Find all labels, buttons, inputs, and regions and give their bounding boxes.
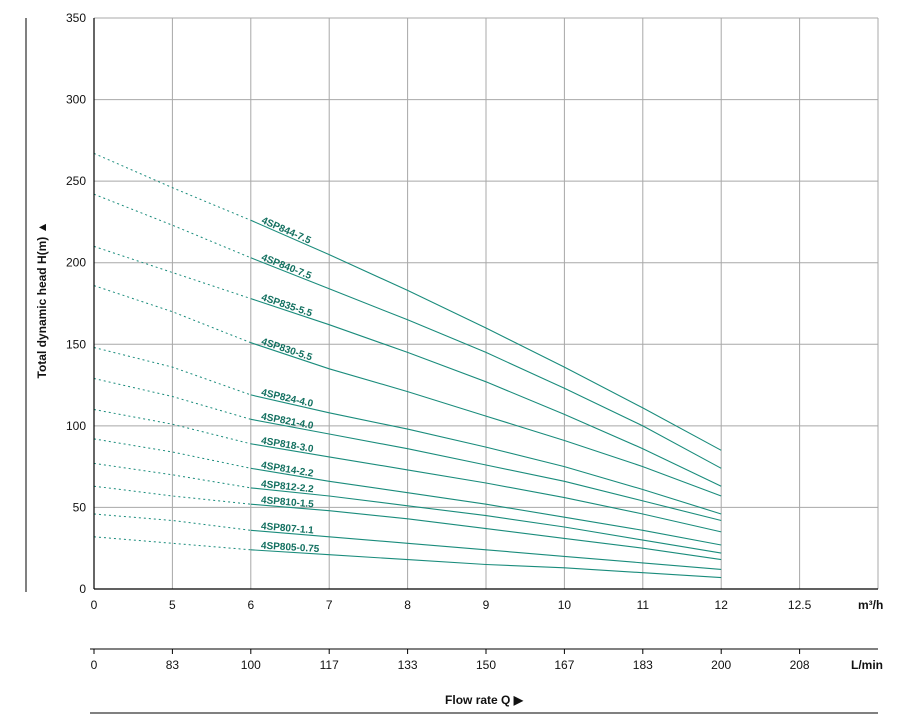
x-tick-label-lmin: 83: [166, 658, 180, 672]
y-axis-title: Total dynamic head H(m) ▲: [35, 221, 49, 378]
curve-dotted-segment: [93, 462, 251, 489]
curve-label: 4SP821-4.0: [260, 411, 314, 432]
x-tick-label-m3h: 7: [326, 598, 333, 612]
y-tick-label: 0: [79, 582, 86, 596]
curve-dotted-segment: [93, 438, 251, 469]
x-tick-label-lmin: 117: [320, 658, 339, 672]
y-tick-label: 100: [66, 419, 86, 433]
curve-labels: 4SP844-7.5 4SP840-7.5 4SP835-5.5 4SP830-5.5…: [260, 215, 320, 555]
x-tick-label-lmin: 167: [554, 658, 574, 672]
tick-labels: 0501001502002503003500058361007117813391…: [66, 11, 812, 672]
curve-dotted-segment: [93, 347, 251, 396]
curve-label: 4SP812-2.2: [260, 479, 314, 495]
curve-solid-segment: [250, 394, 722, 515]
y-tick-label: 150: [66, 337, 86, 351]
grid-lines: [94, 17, 879, 589]
curve-solid-segment: [250, 467, 722, 546]
x-tick-label-lmin: 150: [476, 658, 496, 672]
x-tick-label-lmin: 183: [633, 658, 653, 672]
curve-solid-segment: [250, 418, 722, 522]
x-tick-label-m3h: 12: [715, 598, 729, 612]
x-unit-secondary: L/min: [851, 658, 883, 672]
curve-label: 4SP824-4.0: [260, 387, 314, 410]
curve-solid-segment: [250, 443, 722, 533]
curve-label: 4SP805-0.75: [261, 540, 320, 555]
curve-dotted-segment: [93, 378, 251, 420]
axes: [25, 18, 878, 714]
y-tick-label: 250: [66, 174, 86, 188]
x-tick-label-m3h: 6: [247, 598, 254, 612]
y-tick-label: 50: [73, 500, 87, 514]
curve-solid-segment: [250, 549, 722, 579]
x-tick-label-m3h: 0: [91, 598, 98, 612]
curve-dotted-segment: [93, 485, 251, 505]
curve-solid-segment: [250, 298, 722, 487]
curve-label: 4SP814-2.2: [260, 460, 314, 480]
performance-curves: [93, 152, 722, 579]
x-tick-label-m3h: 5: [169, 598, 176, 612]
curve-dotted-segment: [93, 152, 251, 221]
curve-dotted-segment: [93, 193, 251, 259]
x-tick-label-m3h: 8: [404, 598, 411, 612]
x-unit-primary: m³/h: [858, 598, 883, 612]
curve-solid-segment: [250, 487, 722, 554]
y-tick-label: 200: [66, 256, 86, 270]
x-tick-label-lmin: 100: [241, 658, 261, 672]
x-axis-title: Flow rate Q ▶: [445, 693, 524, 707]
x-tick-label-m3h: 10: [558, 598, 572, 612]
curve-label: 4SP830-5.5: [260, 336, 314, 363]
curve-dotted-segment: [93, 409, 251, 445]
curve-solid-segment: [250, 219, 722, 451]
x-tick-label-lmin: 200: [711, 658, 731, 672]
curve-label: 4SP840-7.5: [260, 252, 314, 282]
curve-dotted-segment: [93, 536, 251, 551]
curve-label: 4SP835-5.5: [260, 292, 314, 319]
x-tick-label-m3h: 9: [483, 598, 490, 612]
curve-label: 4SP844-7.5: [260, 215, 313, 246]
curve-label: 4SP818-3.0: [260, 436, 314, 456]
x-tick-label-m3h: 12.5: [788, 598, 812, 612]
curve-solid-segment: [250, 529, 722, 570]
x-tick-label-lmin: 208: [790, 658, 810, 672]
curve-label: 4SP807-1.1: [261, 521, 315, 536]
x-tick-label-lmin: 133: [398, 658, 418, 672]
x-tick-label-m3h: 11: [637, 598, 650, 612]
curve-solid-segment: [250, 257, 722, 469]
y-tick-label: 350: [66, 11, 86, 25]
y-tick-label: 300: [66, 93, 86, 107]
curve-solid-segment: [250, 342, 722, 497]
curve-dotted-segment: [93, 513, 251, 531]
curve-solid-segment: [250, 503, 722, 561]
curve-label: 4SP810-1.5: [261, 495, 315, 510]
x-tick-label-lmin: 0: [91, 658, 98, 672]
